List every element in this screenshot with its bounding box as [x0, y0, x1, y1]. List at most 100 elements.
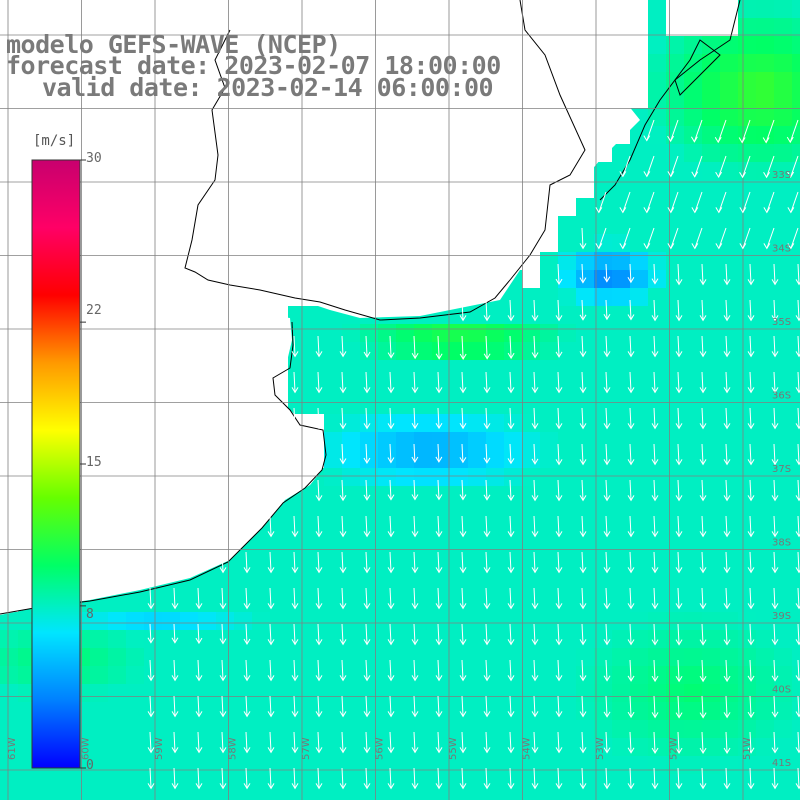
- wind-arrow: [507, 695, 515, 718]
- wind-arrow: [579, 731, 587, 754]
- wind-arrow: [715, 155, 727, 179]
- wind-arrow: [411, 731, 419, 754]
- wind-arrow: [171, 623, 179, 644]
- wind-arrow: [267, 659, 275, 682]
- wind-arrow: [771, 371, 779, 394]
- wind-arrow: [171, 731, 179, 754]
- wind-arrow: [643, 155, 655, 178]
- wind-arrow: [715, 227, 727, 250]
- wind-arrow: [795, 659, 800, 682]
- wind-arrow: [219, 659, 227, 682]
- wind-arrow: [147, 623, 155, 644]
- lon-label: 53W: [595, 737, 606, 760]
- wind-arrow: [651, 623, 659, 646]
- wind-arrow: [387, 371, 395, 394]
- wind-arrow: [411, 479, 419, 501]
- wind-arrow: [459, 659, 467, 682]
- wind-arrow: [459, 299, 467, 322]
- wind-arrow: [627, 479, 635, 502]
- wind-arrow: [771, 623, 779, 646]
- wind-arrow: [339, 335, 347, 358]
- wind-arrow: [291, 659, 299, 682]
- wind-arrow: [762, 119, 775, 144]
- wind-arrow: [387, 659, 395, 682]
- wind-arrow: [723, 623, 731, 646]
- wind-arrow: [675, 623, 683, 646]
- wind-arrow: [619, 191, 631, 214]
- wind-arrow: [771, 659, 779, 682]
- wind-arrow: [387, 695, 395, 718]
- wind-arrow: [579, 443, 587, 466]
- wind-arrow: [243, 731, 251, 754]
- wind-arrow: [747, 407, 755, 430]
- coast-north: [184, 0, 586, 321]
- wind-arrow: [171, 551, 179, 574]
- wind-arrow: [291, 623, 299, 646]
- wind-arrow: [507, 335, 515, 360]
- wind-arrow: [555, 767, 563, 790]
- wind-arrow: [531, 695, 539, 718]
- wind-arrow: [795, 515, 800, 538]
- wind-arrow: [723, 479, 731, 502]
- wind-arrow: [483, 335, 491, 360]
- colorbar-tick-30: 30: [86, 151, 102, 166]
- wind-arrow: [763, 191, 775, 214]
- wind-arrow: [435, 515, 443, 538]
- wind-arrow: [603, 659, 611, 682]
- wind-arrow: [595, 227, 607, 250]
- wind-arrow: [459, 371, 467, 394]
- wind-arrow: [363, 659, 371, 682]
- wind-arrow: [483, 767, 491, 790]
- wind-arrow: [483, 551, 491, 574]
- wind-arrow: [603, 623, 611, 646]
- wind-arrow: [771, 551, 779, 574]
- argentina-land: [0, 0, 640, 318]
- wind-arrow: [507, 551, 515, 574]
- wind-arrow: [603, 479, 611, 502]
- lat-label: 34S: [772, 244, 791, 255]
- wind-arrow: [339, 695, 347, 718]
- wind-arrow: [171, 767, 179, 790]
- wind-arrow: [531, 659, 539, 682]
- wind-arrow: [739, 191, 751, 214]
- wind-arrow: [627, 371, 635, 394]
- wind-arrow: [411, 371, 419, 394]
- wind-arrow: [435, 767, 443, 790]
- wind-arrow: [747, 443, 755, 466]
- colorbar-tick-0: 0: [86, 758, 94, 773]
- wind-arrow: [387, 623, 395, 646]
- wind-arrow: [699, 731, 707, 755]
- wind-arrow: [531, 623, 539, 646]
- wind-arrow: [363, 587, 371, 610]
- wind-arrow: [771, 587, 779, 610]
- wind-arrow: [675, 479, 683, 502]
- wind-arrow: [339, 659, 347, 682]
- wind-arrows: [147, 119, 800, 790]
- wind-arrow: [555, 515, 563, 538]
- wind-arrow: [699, 659, 707, 683]
- wind-arrow: [579, 623, 587, 646]
- lon-label: 52W: [669, 737, 680, 760]
- wind-arrow: [747, 623, 755, 646]
- wind-arrow: [555, 587, 563, 610]
- wind-arrow: [579, 659, 587, 682]
- lon-label: 57W: [301, 737, 312, 760]
- wind-arrow: [459, 515, 467, 538]
- wind-arrow: [435, 659, 443, 682]
- wind-arrow: [291, 371, 299, 394]
- wind-arrow: [195, 659, 203, 682]
- wind-arrow: [411, 335, 419, 360]
- wind-arrow: [651, 371, 659, 394]
- wind-arrow: [531, 443, 539, 465]
- wind-arrow: [723, 371, 731, 394]
- wind-arrow: [579, 335, 587, 358]
- wind-arrow: [315, 335, 323, 358]
- wind-arrow: [723, 263, 731, 286]
- wind-arrow: [387, 767, 395, 790]
- wind-arrow: [291, 767, 299, 790]
- wind-arrow: [675, 767, 683, 790]
- wind-arrow: [787, 155, 799, 179]
- lon-label: 55W: [448, 737, 459, 760]
- wind-arrow: [339, 767, 347, 790]
- wind-arrow: [771, 299, 779, 322]
